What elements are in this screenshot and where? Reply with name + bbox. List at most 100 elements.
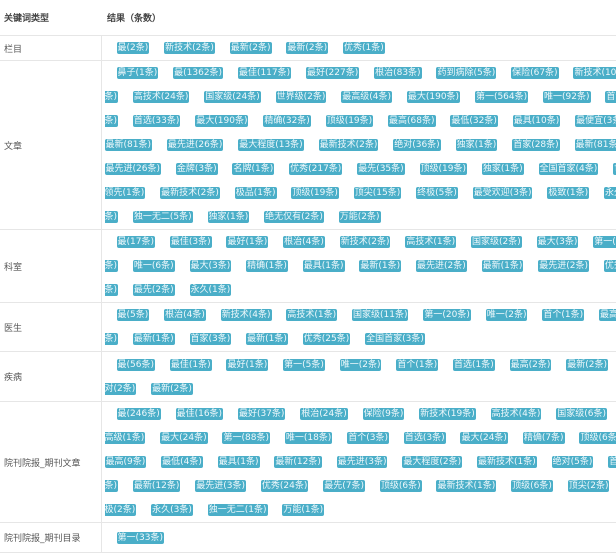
keyword-tag[interactable]: 最高(9条) (105, 456, 147, 468)
keyword-tag[interactable]: 顶级(19条) (420, 163, 467, 175)
keyword-tag[interactable]: 顶级(19条) (291, 187, 338, 199)
keyword-tag[interactable]: 最新(81条) (105, 139, 152, 151)
keyword-tag[interactable]: 新技术(19条) (419, 408, 475, 420)
keyword-tag[interactable]: 最低(4条) (161, 456, 203, 468)
keyword-tag[interactable]: 高技术(24条) (133, 91, 189, 103)
keyword-tag[interactable]: 最新(1条) (133, 333, 175, 345)
keyword-tag[interactable]: 最佳(117条) (238, 67, 291, 79)
keyword-tag[interactable]: 独家(1条) (208, 211, 250, 223)
keyword-tag[interactable]: 最先进(2条) (416, 260, 467, 272)
keyword-tag[interactable]: 顶级(6条) (380, 480, 422, 492)
keyword-tag[interactable]: 新技术(2条) (164, 42, 215, 54)
keyword-tag[interactable]: 全国首家(3条) (365, 333, 425, 345)
keyword-tag[interactable]: 最好(1条) (226, 236, 268, 248)
keyword-tag[interactable]: 保险(9条) (363, 408, 405, 420)
keyword-tag[interactable]: 高技术(4条) (491, 408, 542, 420)
keyword-tag[interactable]: 优秀(217条) (289, 163, 342, 175)
keyword-tag[interactable]: 最高(2条) (510, 359, 552, 371)
keyword-tag[interactable]: 最新(12条) (274, 456, 321, 468)
keyword-tag[interactable]: 最新技术(2条) (319, 139, 379, 151)
keyword-tag[interactable]: 保险(67条) (511, 67, 558, 79)
keyword-tag[interactable]: 最具(10条) (513, 115, 560, 127)
keyword-tag[interactable]: 名牌(1条) (232, 163, 274, 175)
keyword-tag[interactable]: 最高(68条) (388, 115, 435, 127)
keyword-tag[interactable]: 最具(1条) (303, 260, 345, 272)
keyword-tag[interactable]: 最佳(3条) (170, 236, 212, 248)
keyword-tag[interactable]: 高技术(1条) (286, 309, 337, 321)
keyword-tag[interactable]: 首个(1条) (542, 309, 584, 321)
keyword-tag[interactable]: 新技术(2条) (340, 236, 391, 248)
keyword-tag[interactable]: 最大(190条) (195, 115, 248, 127)
keyword-tag[interactable]: 顶级(6条) (511, 480, 553, 492)
keyword-tag[interactable]: 最(246条) (117, 408, 161, 420)
keyword-tag[interactable]: 最好(37条) (238, 408, 285, 420)
keyword-tag[interactable]: 永久(3条) (151, 504, 193, 516)
keyword-tag[interactable]: 最(1362条) (173, 67, 223, 79)
keyword-tag[interactable]: 独家(1条) (456, 139, 498, 151)
keyword-tag[interactable]: 国家级(2条) (471, 236, 522, 248)
keyword-tag[interactable]: 最好(227条) (306, 67, 359, 79)
keyword-tag[interactable]: 万能(2条) (339, 211, 381, 223)
keyword-tag[interactable]: 顶尖(2条) (568, 480, 610, 492)
keyword-tag[interactable]: 最新(2条) (566, 359, 608, 371)
keyword-tag[interactable]: 唯一(6条) (133, 260, 175, 272)
keyword-tag[interactable]: 唯一(18条) (285, 432, 332, 444)
keyword-tag[interactable]: 最先(7条) (323, 480, 365, 492)
keyword-tag[interactable]: 首家(3条) (190, 333, 232, 345)
keyword-tag[interactable]: 最新(81条) (575, 139, 616, 151)
keyword-tag[interactable]: 终极(5条) (416, 187, 458, 199)
keyword-tag[interactable]: 国家级(6条) (556, 408, 607, 420)
keyword-tag[interactable]: 万能(1条) (282, 504, 324, 516)
keyword-tag[interactable]: 唯一(2条) (486, 309, 528, 321)
keyword-tag[interactable]: 优秀(25条) (303, 333, 350, 345)
keyword-tag[interactable]: 金牌(3条) (176, 163, 218, 175)
keyword-tag[interactable]: 绝对(5条) (552, 456, 594, 468)
keyword-tag[interactable]: 药到病除(5条) (436, 67, 496, 79)
keyword-tag[interactable]: 最新(2条) (286, 42, 328, 54)
keyword-tag[interactable]: 第一(33条) (117, 532, 164, 544)
keyword-tag[interactable]: 最佳(1条) (170, 359, 212, 371)
keyword-tag[interactable]: 独家(1条) (482, 163, 524, 175)
keyword-tag[interactable]: 最大程度(2条) (402, 456, 462, 468)
keyword-tag[interactable]: 最新(2条) (230, 42, 272, 54)
keyword-tag[interactable]: 最先(35条) (357, 163, 404, 175)
keyword-tag[interactable]: 最新(12条) (133, 480, 180, 492)
keyword-tag[interactable]: 顶级(19条) (326, 115, 373, 127)
keyword-tag[interactable]: 最大(190条) (407, 91, 460, 103)
keyword-tag[interactable]: 最新技术(1条) (477, 456, 537, 468)
keyword-tag[interactable]: 最大(24条) (160, 432, 207, 444)
keyword-tag[interactable]: 绝对(36条) (393, 139, 440, 151)
keyword-tag[interactable]: 根治(24条) (300, 408, 347, 420)
keyword-tag[interactable]: 最具(1条) (218, 456, 260, 468)
keyword-tag[interactable]: 绝无仅有(2条) (264, 211, 324, 223)
keyword-tag[interactable]: 永久(1条) (190, 284, 232, 296)
keyword-tag[interactable]: 极致(1条) (547, 187, 589, 199)
keyword-tag[interactable]: 最(5条) (117, 309, 150, 321)
keyword-tag[interactable]: 第一(20条) (423, 309, 470, 321)
keyword-tag[interactable]: 唯一(92条) (543, 91, 590, 103)
keyword-tag[interactable]: 最先进(26条) (167, 139, 223, 151)
keyword-tag[interactable]: 最先进(2条) (538, 260, 589, 272)
keyword-tag[interactable]: 首个(1条) (396, 359, 438, 371)
keyword-tag[interactable]: 极品(1条) (235, 187, 277, 199)
keyword-tag[interactable]: 最(17条) (117, 236, 155, 248)
keyword-tag[interactable]: 精确(7条) (523, 432, 565, 444)
keyword-tag[interactable]: 最大程度(13条) (238, 139, 303, 151)
keyword-tag[interactable]: 首选(1条) (453, 359, 495, 371)
keyword-tag[interactable]: 最低(32条) (450, 115, 497, 127)
keyword-tag[interactable]: 唯一(2条) (340, 359, 382, 371)
keyword-tag[interactable]: 最先进(26条) (105, 163, 161, 175)
keyword-tag[interactable]: 第一(88条) (222, 432, 269, 444)
keyword-tag[interactable]: 最便宜(3条) (575, 115, 616, 127)
keyword-tag[interactable]: 首选(3条) (404, 432, 446, 444)
keyword-tag[interactable]: 全国首家(4条) (539, 163, 599, 175)
keyword-tag[interactable]: 国家级(24条) (204, 91, 260, 103)
keyword-tag[interactable]: 最佳(16条) (176, 408, 223, 420)
keyword-tag[interactable]: 独一无二(5条) (133, 211, 193, 223)
keyword-tag[interactable]: 最高级(4条) (341, 91, 392, 103)
keyword-tag[interactable]: 最新技术(2条) (160, 187, 220, 199)
keyword-tag[interactable]: 精确(32条) (263, 115, 310, 127)
keyword-tag[interactable]: 最新(1条) (482, 260, 524, 272)
keyword-tag[interactable]: 优秀(1条) (343, 42, 385, 54)
keyword-tag[interactable]: 最大(24条) (460, 432, 507, 444)
